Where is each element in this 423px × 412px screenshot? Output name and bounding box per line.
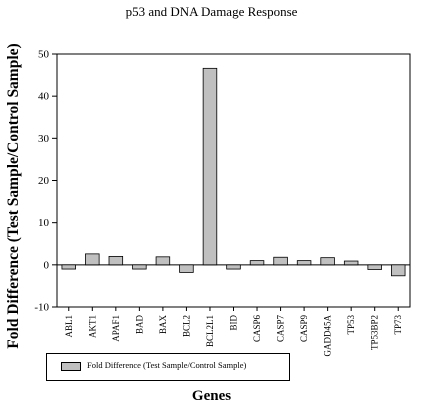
bar	[391, 264, 406, 277]
x-tick-label: APAF1	[111, 315, 121, 342]
x-tick-label: BID	[229, 315, 239, 331]
x-tick-label: BCL2L1	[205, 315, 215, 347]
bar	[155, 256, 171, 266]
bar	[85, 253, 100, 266]
bar	[132, 264, 147, 270]
x-axis-label: Genes	[191, 388, 232, 404]
bar	[273, 256, 288, 266]
x-tick-label: TP53BP2	[370, 315, 380, 350]
y-tick-label: 20	[38, 175, 50, 187]
x-tick-label: CASP7	[276, 315, 286, 343]
x-tick-label: BAD	[134, 315, 144, 335]
x-tick-label: BCL2	[181, 315, 191, 337]
x-tick-label: CASP9	[299, 315, 309, 343]
bar	[202, 67, 218, 266]
y-tick-label: 30	[38, 133, 50, 145]
y-tick-label: 50	[38, 49, 50, 61]
y-tick-label: 0	[44, 259, 50, 271]
x-tick-label: CASP6	[252, 315, 262, 343]
y-tick-label: 10	[38, 217, 50, 229]
bar	[226, 264, 241, 270]
x-tick-label: ABL1	[64, 315, 74, 338]
bar	[343, 260, 359, 266]
x-tick-label: AKT1	[87, 315, 97, 338]
legend-swatch	[61, 362, 81, 371]
bar	[296, 260, 312, 266]
bar	[249, 260, 265, 266]
bar	[320, 257, 335, 266]
chart-title: p53 and DNA Damage Response	[125, 4, 298, 19]
bar	[61, 264, 76, 270]
x-tick-label: GADD45A	[323, 315, 333, 357]
legend: Fold Difference (Test Sample/Control Sam…	[46, 353, 290, 381]
legend-label: Fold Difference (Test Sample/Control Sam…	[87, 360, 247, 370]
x-tick-label: TP53	[346, 315, 356, 335]
bar	[367, 264, 382, 270]
bar	[108, 255, 124, 266]
x-tick-label: BAX	[158, 315, 168, 335]
y-tick-label: 40	[38, 91, 50, 103]
y-tick-label: -10	[34, 302, 49, 314]
x-tick-label: TP73	[393, 315, 403, 335]
bar	[179, 264, 194, 273]
